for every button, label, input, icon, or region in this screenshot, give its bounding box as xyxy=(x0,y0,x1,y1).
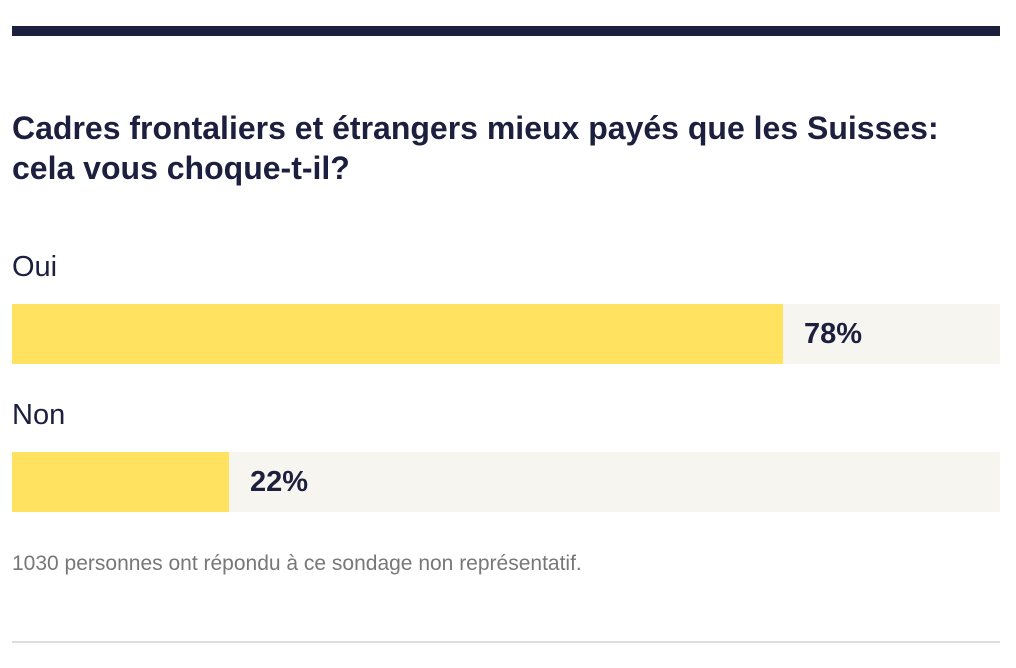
bar-track: 22% xyxy=(12,452,1000,512)
data-label: 22% xyxy=(250,466,309,498)
category-label: Oui xyxy=(12,251,58,283)
poll-option: Non 22% xyxy=(12,398,1000,512)
bar xyxy=(12,304,783,364)
bar xyxy=(12,452,229,512)
bottom-divider xyxy=(12,641,1000,643)
category-label: Non xyxy=(12,399,66,431)
poll-option: Oui 78% xyxy=(12,250,1000,364)
footnote: 1030 personnes ont répondu à ce sondage … xyxy=(12,552,582,575)
data-label: 78% xyxy=(804,318,863,350)
poll-title: Cadres frontaliers et étrangers mieux pa… xyxy=(12,110,939,186)
top-divider xyxy=(12,26,1000,36)
bar-track: 78% xyxy=(12,304,1000,364)
